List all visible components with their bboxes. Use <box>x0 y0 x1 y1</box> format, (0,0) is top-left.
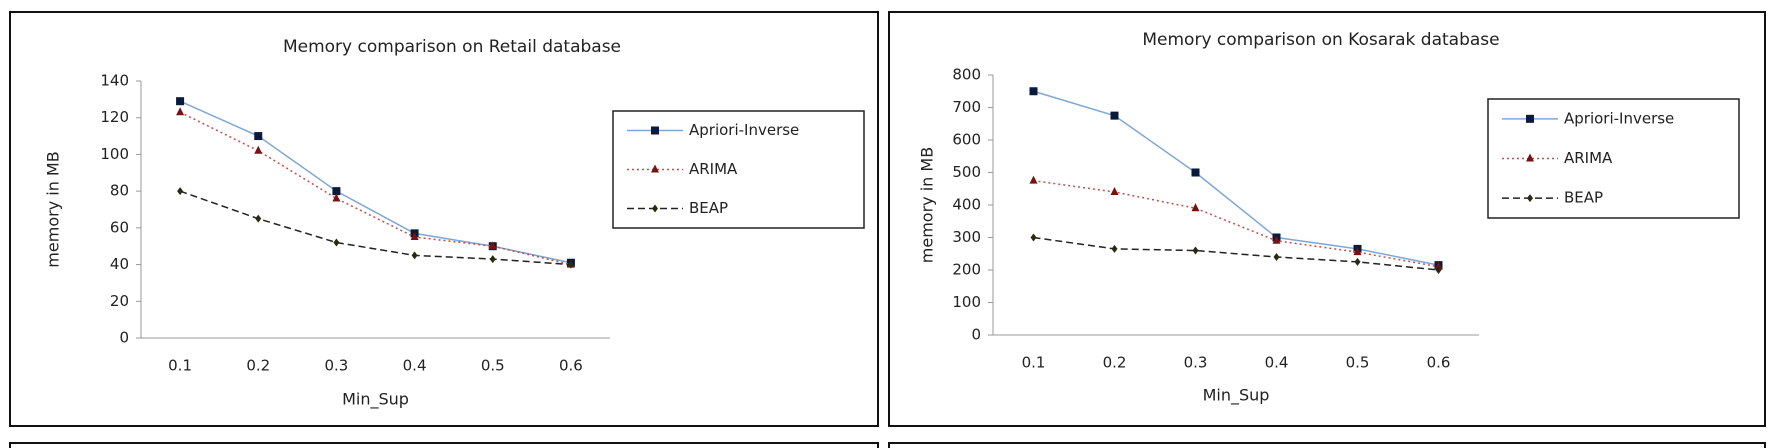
x-tick-label: 0.6 <box>1427 354 1451 372</box>
data-point <box>177 187 184 196</box>
series-line <box>179 111 572 266</box>
y-tick-label: 100 <box>952 293 981 311</box>
series-line <box>1033 90 1439 266</box>
y-tick-label: 200 <box>952 261 981 279</box>
data-point <box>1029 175 1038 184</box>
x-axis-title: Min_Sup <box>342 390 409 410</box>
data-point <box>1435 266 1442 274</box>
data-point <box>176 97 185 106</box>
y-tick-label: 140 <box>100 72 129 90</box>
data-point <box>567 260 574 269</box>
legend-label: BEAP <box>689 199 728 217</box>
x-tick-label: 0.4 <box>1265 354 1289 372</box>
data-point <box>1111 244 1118 253</box>
legend-label: ARIMA <box>689 160 738 178</box>
data-point <box>1354 257 1361 266</box>
data-point <box>333 238 340 247</box>
data-point <box>1353 247 1362 256</box>
data-point <box>255 214 262 223</box>
data-point <box>1191 168 1200 177</box>
data-point <box>332 187 341 196</box>
legend-marker <box>1527 194 1533 203</box>
series-line <box>179 100 572 264</box>
y-tick-label: 0 <box>119 329 129 347</box>
legend-marker <box>651 126 659 135</box>
panel-frame <box>9 442 879 448</box>
x-tick-label: 0.5 <box>481 357 505 375</box>
data-point <box>1273 253 1280 261</box>
x-tick-label: 0.3 <box>1184 354 1208 372</box>
x-tick-label: 0.3 <box>324 357 348 375</box>
data-point <box>411 251 418 260</box>
y-tick-label: 20 <box>110 292 129 310</box>
y-tick-label: 120 <box>100 108 129 126</box>
x-tick-label: 0.1 <box>168 357 192 375</box>
panel-frame <box>888 11 1766 427</box>
y-tick-label: 700 <box>952 98 981 116</box>
data-point <box>1192 246 1199 255</box>
data-point <box>1110 111 1119 120</box>
y-tick-label: 500 <box>952 163 981 181</box>
data-point <box>1029 87 1038 96</box>
legend-marker <box>1526 153 1534 162</box>
data-point <box>176 107 185 116</box>
y-tick-label: 400 <box>952 196 981 214</box>
data-point <box>254 132 263 141</box>
y-axis-title: memory in MB <box>918 147 937 263</box>
panel-frame <box>9 11 879 427</box>
x-tick-label: 0.2 <box>246 357 270 375</box>
x-axis-title: Min_Sup <box>1203 386 1270 406</box>
data-point <box>489 255 496 264</box>
data-point <box>1191 203 1200 212</box>
y-axis-title: memory in MB <box>44 151 63 267</box>
y-tick-label: 100 <box>100 145 129 163</box>
y-tick-label: 600 <box>952 131 981 149</box>
legend-label: ARIMA <box>1564 149 1613 167</box>
data-point <box>410 232 419 241</box>
data-point <box>1434 261 1443 270</box>
x-tick-label: 0.1 <box>1022 354 1046 372</box>
data-point <box>1272 235 1281 244</box>
legend-marker <box>651 164 659 173</box>
legend-marker <box>652 204 658 213</box>
data-point <box>254 145 263 154</box>
x-tick-label: 0.4 <box>403 357 427 375</box>
y-tick-label: 800 <box>952 66 981 84</box>
y-tick-label: 0 <box>971 326 981 344</box>
y-tick-label: 60 <box>110 218 129 236</box>
legend-label: BEAP <box>1564 189 1603 207</box>
y-tick-label: 80 <box>110 182 129 200</box>
x-tick-label: 0.6 <box>559 357 583 375</box>
series-line <box>1033 236 1439 271</box>
chart-title: Memory comparison on Kosarak database <box>1142 30 1499 50</box>
y-tick-label: 300 <box>952 228 981 246</box>
x-tick-label: 0.5 <box>1346 354 1370 372</box>
legend-label: Apriori-Inverse <box>689 121 799 139</box>
chart-title: Memory comparison on Retail database <box>283 37 621 57</box>
data-point <box>1110 187 1119 195</box>
panel-frame <box>888 442 1766 448</box>
data-point <box>488 241 497 250</box>
data-point <box>332 193 341 202</box>
legend-marker <box>1526 114 1534 123</box>
legend-label: Apriori-Inverse <box>1564 109 1674 127</box>
x-tick-label: 0.2 <box>1103 354 1127 372</box>
data-point <box>1030 233 1037 242</box>
series-line <box>179 190 571 266</box>
y-tick-label: 40 <box>110 255 129 273</box>
